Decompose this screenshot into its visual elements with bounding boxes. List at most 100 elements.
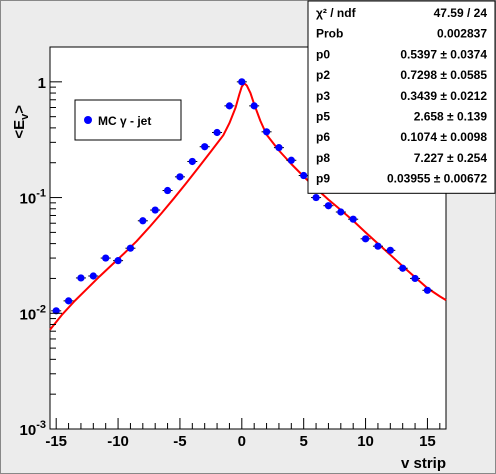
stat-value: 0.7298 ± 0.0585 bbox=[400, 68, 487, 82]
data-point bbox=[286, 156, 297, 164]
y-tick-label: 10-3 bbox=[20, 419, 46, 439]
data-point bbox=[100, 254, 111, 262]
y-tick-exponent: -2 bbox=[36, 303, 46, 315]
y-axis-title-close: > bbox=[11, 105, 28, 114]
data-point bbox=[261, 128, 272, 136]
point-marker bbox=[188, 157, 196, 166]
stat-value: 7.227 ± 0.254 bbox=[414, 151, 488, 165]
data-point bbox=[187, 157, 198, 166]
y-tick-label: 10-2 bbox=[20, 303, 46, 323]
data-point bbox=[199, 143, 210, 151]
point-marker bbox=[287, 156, 295, 164]
data-point bbox=[335, 208, 346, 216]
point-marker bbox=[374, 242, 382, 250]
data-point bbox=[224, 102, 235, 110]
point-marker bbox=[213, 128, 221, 137]
legend-box bbox=[74, 99, 182, 141]
y-axis-title-sub: v bbox=[19, 113, 31, 120]
point-marker bbox=[300, 171, 308, 180]
data-point bbox=[273, 144, 284, 152]
data-point bbox=[113, 257, 124, 265]
data-points-layer bbox=[51, 78, 433, 315]
stat-value: 0.5397 ± 0.0374 bbox=[400, 47, 487, 61]
stat-label: p2 bbox=[316, 68, 330, 82]
y-tick-label: 10-1 bbox=[20, 188, 46, 208]
data-point bbox=[360, 235, 371, 243]
y-axis-title-main: <E bbox=[11, 120, 28, 139]
fit-stats-box: χ² / ndf 47.59 / 24 Prob 0.002837 p0 0.5397 ±… bbox=[307, 0, 496, 194]
point-marker bbox=[139, 217, 147, 225]
data-point bbox=[88, 272, 99, 280]
data-point bbox=[125, 244, 136, 252]
data-point bbox=[311, 193, 322, 202]
stat-label: p8 bbox=[316, 151, 330, 165]
data-point bbox=[385, 246, 396, 254]
point-marker bbox=[126, 244, 135, 252]
stat-value: 2.658 ± 0.139 bbox=[414, 110, 488, 124]
x-tick-label: -15 bbox=[45, 433, 67, 450]
data-point bbox=[212, 128, 223, 137]
point-marker bbox=[238, 78, 246, 86]
data-point bbox=[410, 274, 421, 283]
data-point bbox=[422, 286, 433, 294]
point-marker bbox=[399, 264, 407, 272]
point-marker bbox=[324, 202, 333, 210]
stat-label: p6 bbox=[316, 130, 330, 144]
point-marker bbox=[361, 235, 370, 243]
stat-value: 47.59 / 24 bbox=[434, 6, 488, 20]
stat-value: 0.002837 bbox=[437, 27, 487, 41]
data-point bbox=[174, 173, 185, 181]
data-point bbox=[51, 307, 62, 315]
stat-label: Prob bbox=[316, 27, 343, 41]
point-marker bbox=[250, 102, 258, 110]
stat-value: 0.1074 ± 0.0098 bbox=[400, 130, 487, 144]
stat-label: p3 bbox=[316, 89, 330, 103]
data-point bbox=[63, 297, 74, 305]
stat-label: χ² / ndf bbox=[316, 6, 357, 20]
data-point bbox=[249, 102, 260, 110]
point-marker bbox=[52, 307, 60, 315]
point-marker bbox=[386, 246, 394, 254]
stat-label: p9 bbox=[316, 172, 330, 186]
point-marker bbox=[176, 173, 184, 181]
x-tick-label: 5 bbox=[300, 433, 308, 450]
y-tick-base: 10 bbox=[20, 191, 37, 208]
x-tick-label: 15 bbox=[419, 433, 436, 450]
x-tick-label: -5 bbox=[173, 433, 186, 450]
point-marker bbox=[312, 193, 320, 202]
legend-label: MC γ - jet bbox=[98, 114, 151, 128]
y-tick-label: 1 bbox=[38, 75, 46, 92]
data-point bbox=[75, 274, 86, 282]
x-axis-title: v strip bbox=[401, 455, 446, 472]
stat-value: 0.03955 ± 0.00672 bbox=[387, 172, 487, 186]
legend: MC γ - jet bbox=[74, 99, 182, 141]
point-marker bbox=[64, 297, 73, 305]
data-point bbox=[137, 217, 148, 225]
stat-label: p0 bbox=[316, 47, 330, 61]
data-point bbox=[298, 171, 309, 180]
point-marker bbox=[89, 272, 97, 280]
point-marker bbox=[411, 274, 419, 283]
data-point bbox=[150, 206, 161, 214]
point-marker bbox=[114, 257, 122, 265]
data-point bbox=[162, 186, 173, 195]
x-tick-label: -10 bbox=[107, 433, 129, 450]
data-point bbox=[372, 242, 383, 250]
y-tick-base: 1 bbox=[38, 75, 46, 92]
y-tick-base: 10 bbox=[20, 422, 37, 439]
y-tick-base: 10 bbox=[20, 306, 37, 323]
stats-box-frame bbox=[307, 0, 496, 194]
stat-value: 0.3439 ± 0.0212 bbox=[400, 89, 487, 103]
data-point bbox=[397, 264, 408, 272]
point-marker bbox=[201, 143, 209, 151]
stat-label: p5 bbox=[316, 110, 330, 124]
point-marker bbox=[77, 274, 85, 282]
legend-marker bbox=[84, 116, 92, 124]
y-tick-exponent: -3 bbox=[36, 419, 46, 431]
point-marker bbox=[275, 144, 283, 152]
point-marker bbox=[262, 128, 271, 136]
y-axis-title: <Ev> bbox=[11, 105, 31, 139]
point-marker bbox=[423, 286, 432, 294]
